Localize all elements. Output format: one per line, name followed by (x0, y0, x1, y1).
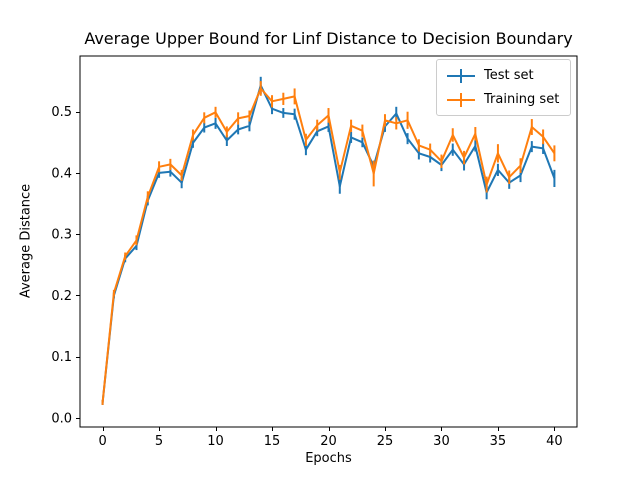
y-tick-label: 0.3 (51, 228, 72, 243)
x-tick-label: 15 (264, 434, 281, 449)
y-tick-label: 0.1 (51, 350, 72, 365)
legend: Test set Training set (436, 59, 571, 116)
y-axis-label: Average Distance (18, 183, 34, 299)
errorbar-sample-icon (447, 69, 475, 83)
x-tick-label: 10 (207, 434, 224, 449)
x-tick-label: 30 (433, 434, 450, 449)
x-tick-label: 20 (320, 434, 337, 449)
x-tick-label: 25 (377, 434, 394, 449)
x-axis-label: Epochs (305, 451, 352, 466)
y-tick-label: 0.0 (51, 411, 72, 426)
axes-frame (79, 55, 578, 428)
x-tick-label: 35 (490, 434, 507, 449)
legend-entry-training-set: Training set (444, 88, 564, 112)
legend-label-training-set: Training set (484, 92, 560, 107)
chart-title: Average Upper Bound for Linf Distance to… (84, 29, 573, 48)
x-tick-label: 0 (98, 434, 106, 449)
legend-label-test-set: Test set (484, 68, 534, 83)
y-tick-label: 0.2 (51, 289, 72, 304)
x-tick-label: 40 (546, 434, 563, 449)
training-set-line (101, 87, 556, 403)
errorbar-sample-icon (447, 93, 475, 107)
y-tick-label: 0.4 (51, 166, 72, 181)
test-set-line (101, 84, 556, 403)
legend-entry-test-set: Test set (444, 64, 564, 88)
x-tick-label: 5 (155, 434, 163, 449)
y-tick-label: 0.5 (51, 105, 72, 120)
